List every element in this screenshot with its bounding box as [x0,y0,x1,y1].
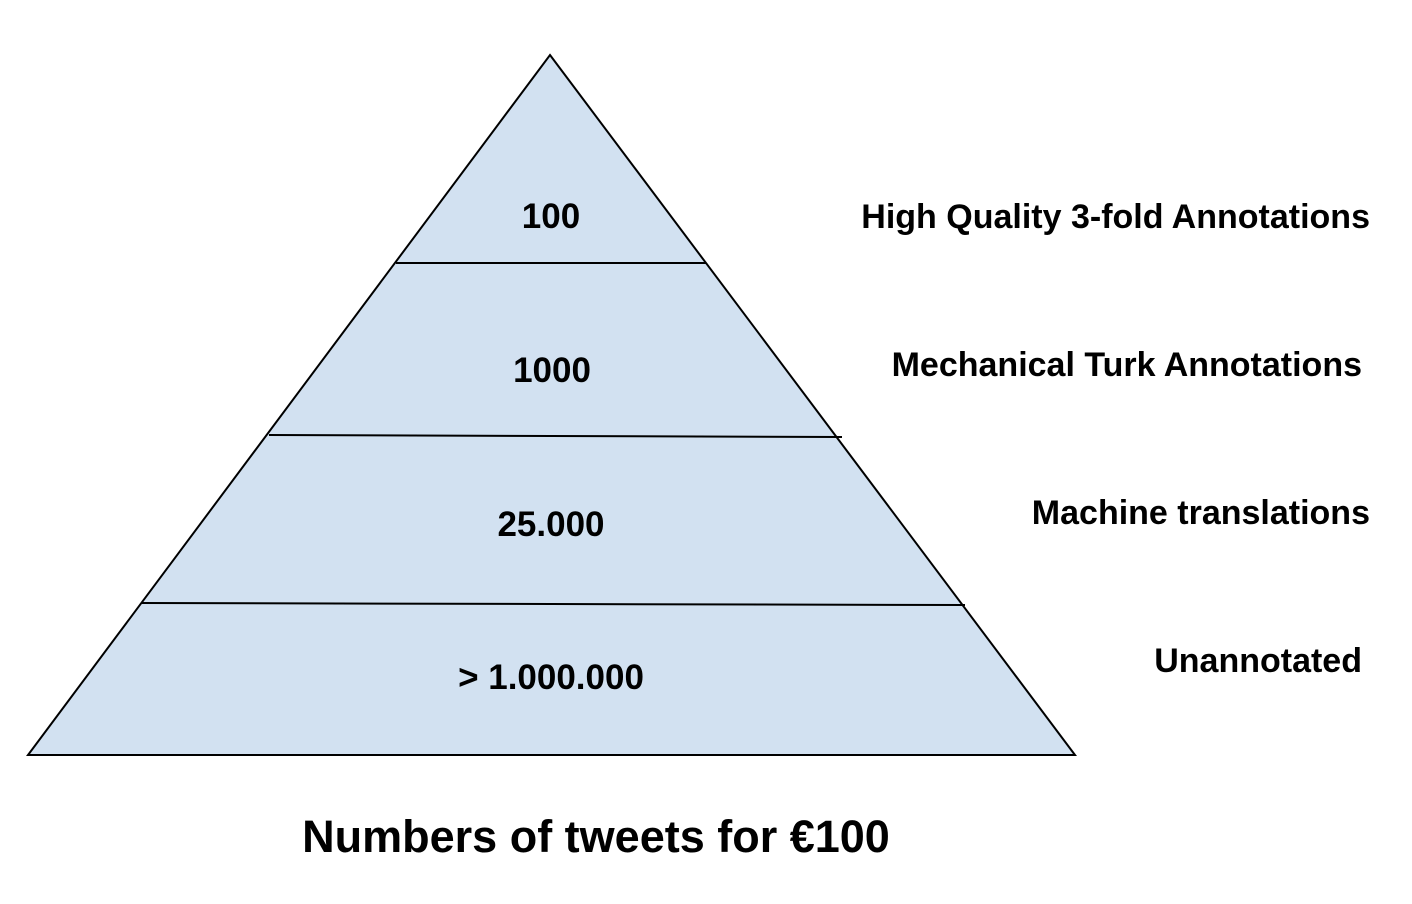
tier-description-4: Unannotated [1154,642,1362,680]
tier-description-2: Mechanical Turk Annotations [892,346,1362,384]
tier-description-3: Machine translations [1032,494,1370,532]
tier-description-1: High Quality 3-fold Annotations [861,198,1370,236]
tier-count-1: 100 [522,197,580,236]
tier-count-4: > 1.000.000 [458,658,644,697]
tier-divider-3 [140,602,966,606]
diagram-caption: Numbers of tweets for €100 [302,811,890,862]
tier-count-3: 25.000 [497,505,604,544]
tier-count-2: 1000 [513,351,591,390]
pyramid-shape [26,53,1077,756]
tier-divider-2 [268,434,843,438]
